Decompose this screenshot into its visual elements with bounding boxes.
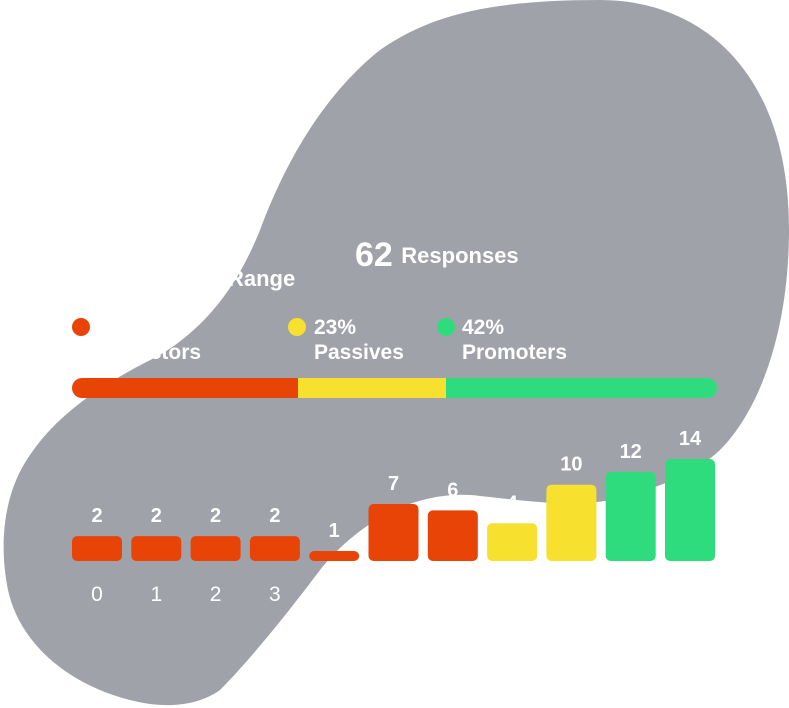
bar-value-label: 2	[151, 505, 162, 527]
promoters-label: Promoters	[462, 341, 568, 364]
bar-score-8	[546, 484, 597, 561]
bar-score-2	[190, 536, 241, 561]
metric-name: NPS	[138, 222, 202, 255]
date-range-label[interactable]: Custom Range	[140, 266, 296, 291]
bar-score-9	[605, 471, 656, 561]
x-tick-label: 5	[388, 583, 400, 606]
nps-breakdown-bar	[72, 378, 717, 398]
passives-segment	[297, 378, 447, 398]
bar-value-label: 12	[620, 441, 642, 463]
gauge-icon	[70, 216, 118, 264]
bar-score-4	[309, 551, 360, 561]
bar-value-label: 2	[269, 505, 280, 527]
bar-value-label: 6	[447, 479, 458, 501]
bar-value-label: 4	[507, 492, 519, 514]
bar-value-label: 2	[210, 505, 221, 527]
promoters-dot-icon	[437, 318, 455, 336]
promoters-segment	[446, 378, 717, 398]
bar-score-10	[665, 459, 715, 561]
detractors-label: Detractors	[96, 341, 202, 364]
detractors-segment	[72, 378, 298, 398]
bar-score-1	[131, 536, 182, 561]
passives-percent: 23%	[314, 316, 357, 339]
bar-value-label: 7	[388, 473, 399, 495]
bar-value-label: 14	[679, 428, 702, 450]
x-tick-label: 3	[269, 583, 281, 606]
bar-value-label: 2	[91, 505, 102, 527]
x-tick-label: 8	[566, 583, 578, 606]
bar-score-0	[72, 536, 122, 561]
passives-dot-icon	[288, 318, 306, 336]
bar-value-label: 10	[560, 454, 582, 476]
bar-value-label: 1	[329, 520, 340, 542]
responses-label: Responses	[401, 242, 519, 268]
bar-score-6	[427, 510, 478, 561]
x-tick-label: 2	[210, 583, 222, 606]
x-tick-label: 1	[150, 583, 162, 606]
detractors-percent: 35%	[96, 316, 139, 339]
x-tick-label: 10	[678, 583, 701, 606]
x-tick-label: 9	[625, 583, 637, 606]
responses-total: 62 Responses	[355, 236, 519, 275]
passives-label: Passives	[314, 341, 404, 364]
responses-count: 62	[355, 236, 393, 274]
bar-score-5	[368, 504, 419, 561]
background-blob-shape	[3, 0, 789, 706]
x-tick-label: 6	[447, 583, 459, 606]
x-tick-label: 4	[328, 583, 340, 606]
detractors-dot-icon	[72, 318, 90, 336]
bar-score-3	[249, 536, 300, 561]
promoters-percent: 42%	[462, 316, 505, 339]
x-tick-label: 0	[91, 583, 103, 606]
bar-score-7	[487, 523, 538, 561]
x-tick-label: 7	[506, 583, 518, 606]
